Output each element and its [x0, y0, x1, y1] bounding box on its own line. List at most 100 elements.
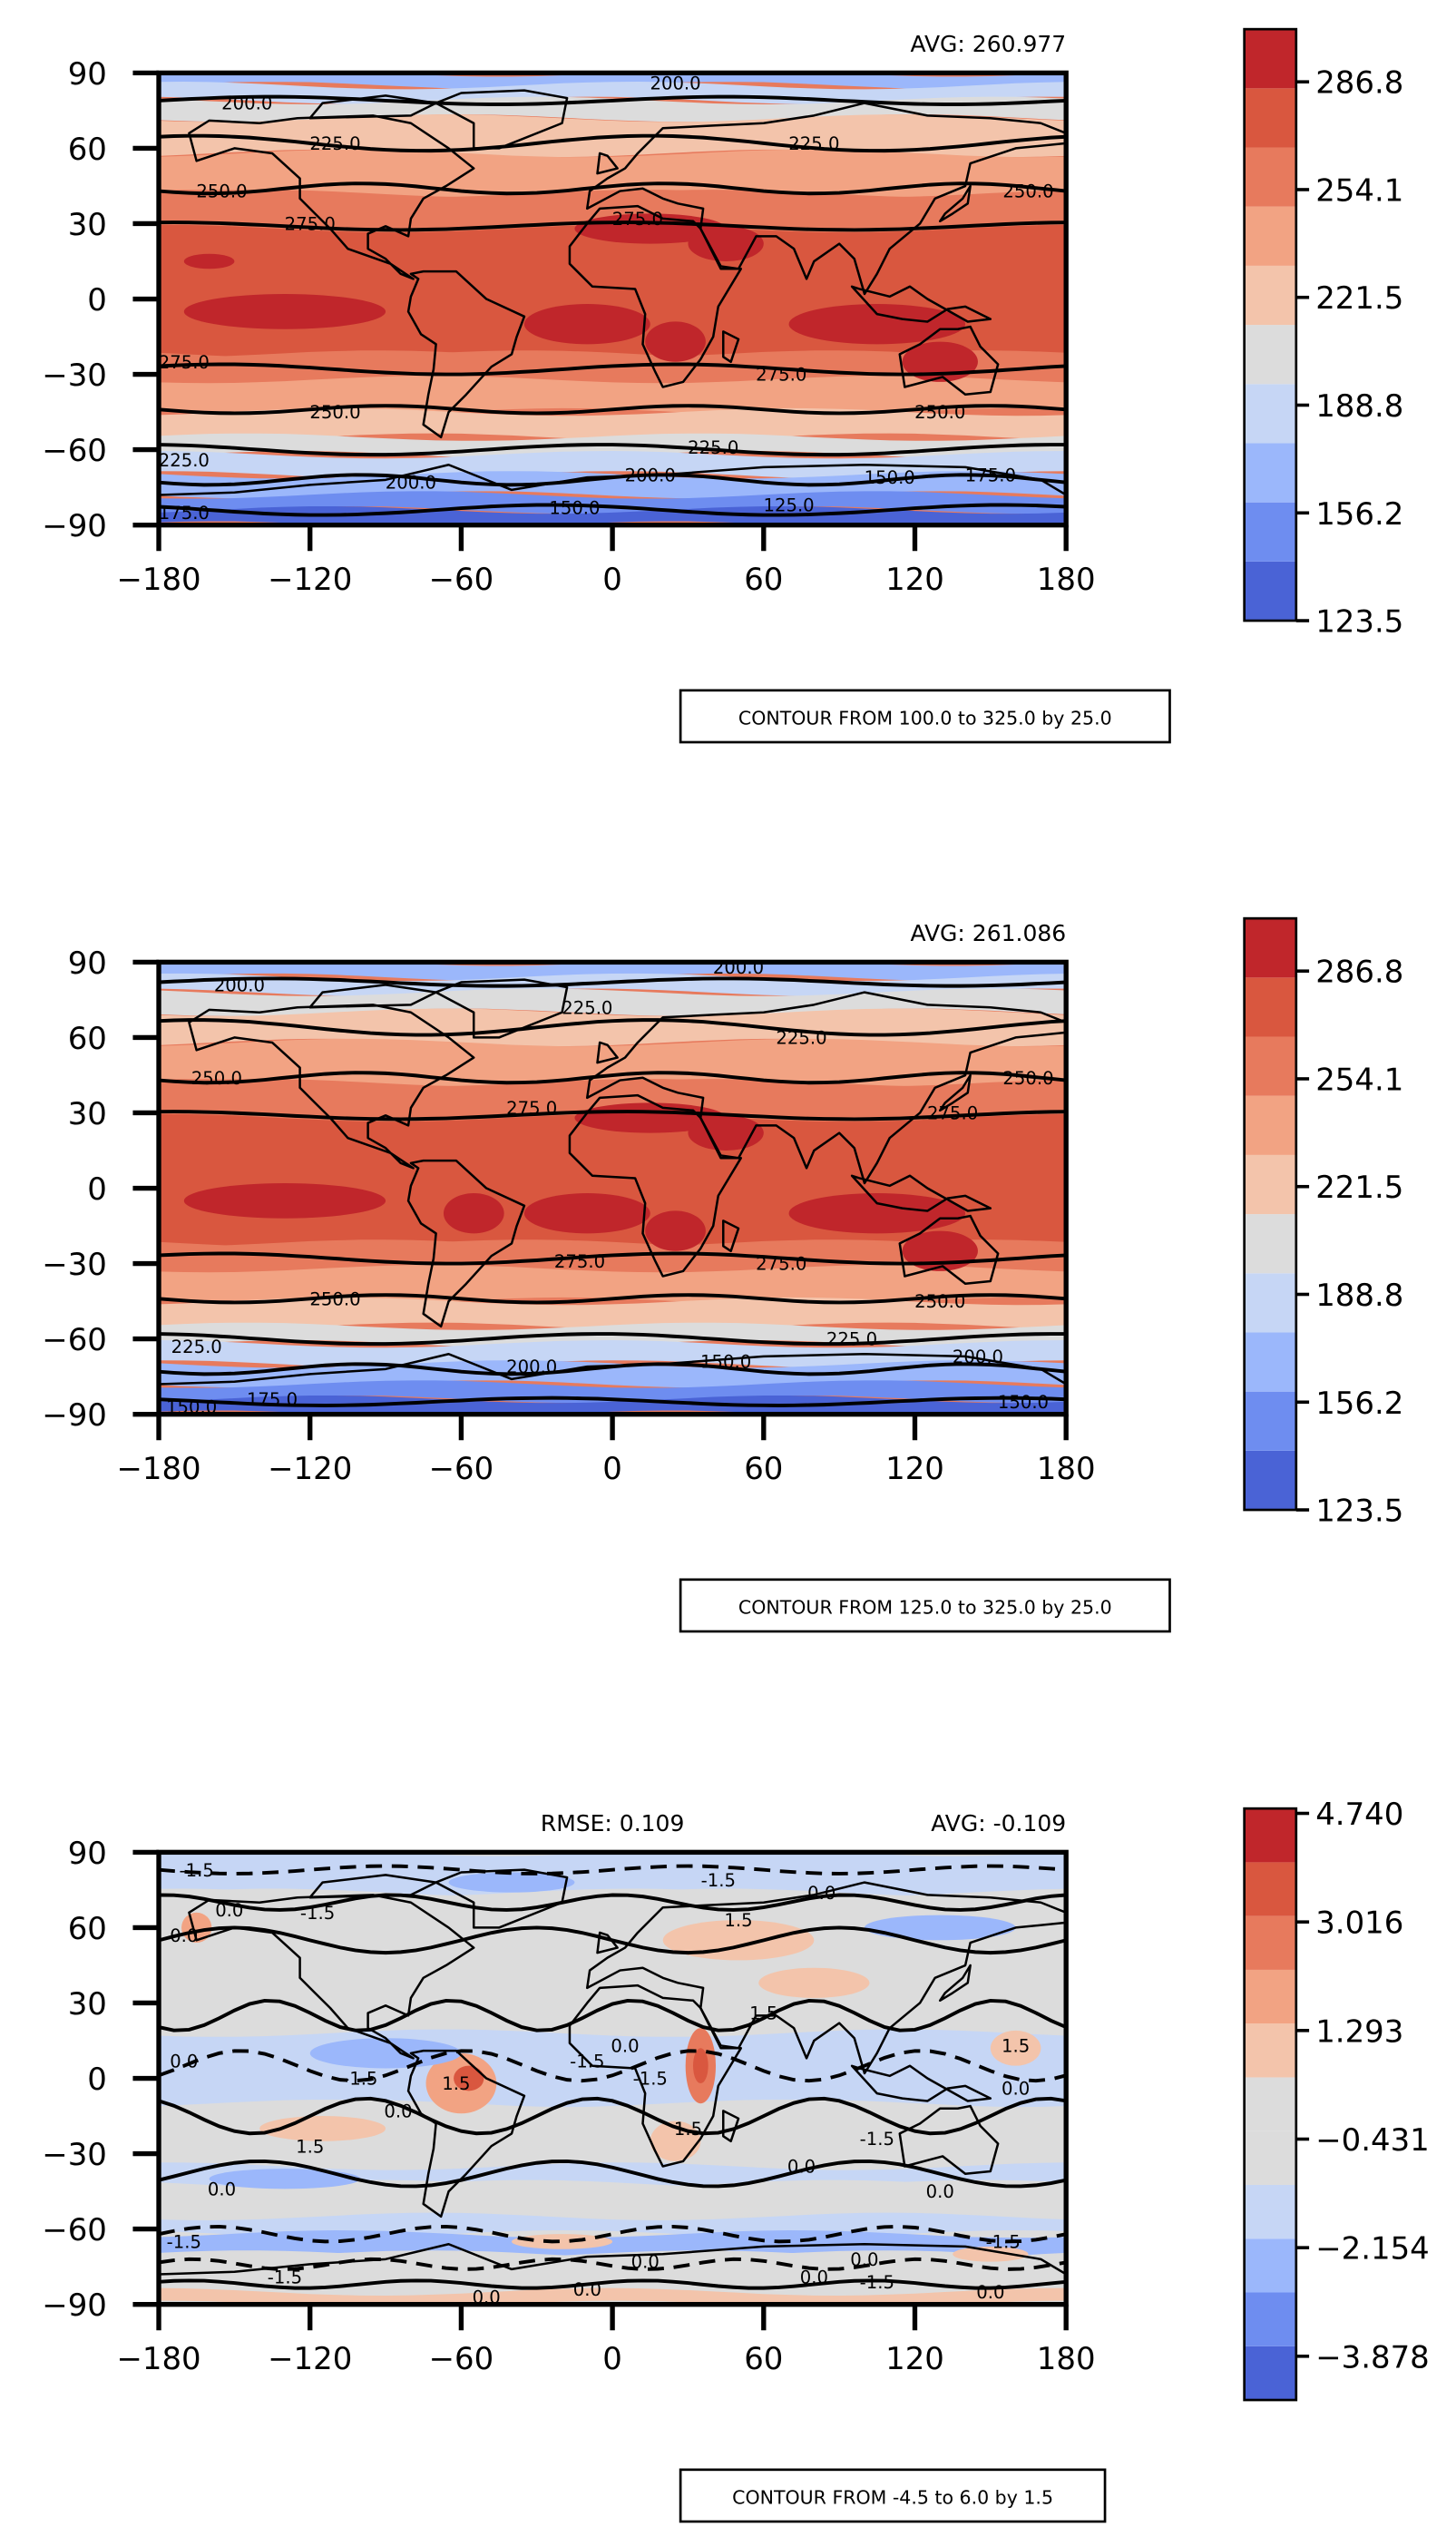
field-band: [159, 2287, 1067, 2305]
contour-line: [159, 1251, 1067, 1266]
x-tick-label: −60: [429, 1452, 494, 1487]
colorbar-swatch: [1244, 918, 1296, 978]
coastline-south-america: [406, 269, 526, 439]
x-tick-label: −180: [116, 1452, 200, 1487]
colorbar-tick-label: −0.431: [1315, 2123, 1430, 2159]
y-tick-label: −30: [42, 358, 107, 394]
contour-line: [159, 220, 1067, 232]
colorbar-swatch: [1244, 384, 1296, 444]
coastline-madagascar: [722, 2110, 740, 2143]
field-band: [159, 1380, 1067, 1404]
field-band: [159, 962, 1067, 982]
colorbar-tick-label: 3.016: [1315, 1906, 1403, 1942]
x-tick-label: 0: [602, 2342, 622, 2377]
colorbar-tick-label: 1.293: [1315, 2014, 1403, 2050]
colorbar-swatch: [1244, 2130, 1296, 2185]
contour-label: -1.5: [860, 2129, 894, 2150]
y-tick-label: −60: [42, 2213, 107, 2248]
contour-label: 275.0: [159, 352, 210, 373]
colorbar-swatch: [1244, 1969, 1296, 2024]
field-band: [159, 1340, 1067, 1368]
field-band: [159, 2162, 1067, 2188]
contour-label: 0.0: [1002, 2079, 1030, 2100]
contour-note-box: CONTOUR FROM 125.0 to 325.0 by 25.0: [679, 1578, 1171, 1633]
field-anomaly: [523, 1193, 650, 1234]
contour-label-layer: -1.5 -1.50.00.00.0-1.5 1.51.51.50.00.0-1.5…: [167, 1860, 1031, 2308]
y-tick-label: 0: [87, 1172, 107, 1208]
field-band: [159, 2179, 1067, 2220]
y-tick-label: 60: [68, 1022, 107, 1057]
contour-label: 1.5: [442, 2073, 470, 2094]
x-axis: −180 −120 −60 0 60 120 180: [116, 524, 1096, 598]
contour-label: 0.0: [787, 2157, 816, 2178]
colorbar-swatch: [1244, 2346, 1296, 2401]
coastline-uk: [596, 1931, 619, 1954]
colorbar-swatch: [1244, 1154, 1296, 1215]
contour-line: [159, 1018, 1067, 1037]
contour-line: [159, 976, 1067, 988]
colorbar-swatch: [1244, 325, 1296, 385]
contour-label: 275.0: [927, 1103, 978, 1124]
contour-label: 275.0: [756, 365, 806, 386]
x-tick-label: −180: [116, 563, 200, 598]
contour-label: 225.0: [776, 1028, 826, 1049]
colorbar: 123.5 156.2 188.8 221.5 254.1 286.8: [1243, 27, 1403, 641]
contour-note: CONTOUR FROM 125.0 to 325.0 by 25.0: [738, 1596, 1112, 1618]
contour-label: 250.0: [309, 1288, 360, 1309]
contour-lines: [159, 94, 1067, 517]
contour-note: CONTOUR FROM 100.0 to 325.0 by 25.0: [738, 707, 1112, 729]
contour-label: -1.5: [268, 2267, 302, 2287]
contour-line: [159, 1362, 1067, 1376]
colorbar-tick-label: 188.8: [1315, 389, 1403, 425]
contour-line: [159, 2096, 1067, 2136]
colorbar-swatch: [1244, 2292, 1296, 2346]
contour-label: 0.0: [926, 2181, 954, 2202]
field-band: [159, 505, 1067, 525]
colorbar: 123.5 156.2 188.8 221.5 254.1 286.8: [1243, 916, 1403, 1530]
contour-line: [159, 2224, 1067, 2244]
contour-label: 200.0: [953, 1347, 1003, 1367]
colorbar-border: [1243, 27, 1298, 622]
colorbar-swatch: [1244, 1214, 1296, 1274]
contour-line: [159, 1332, 1067, 1347]
coastline-japan: [938, 184, 972, 223]
colorbar-swatch: [1244, 2184, 1296, 2239]
x-tick-label: 180: [1037, 1452, 1096, 1487]
colorbar-swatch: [1244, 1450, 1296, 1511]
contour-label: 0.0: [800, 2267, 828, 2287]
contour-line: [159, 181, 1067, 196]
colorbar-swatch: [1244, 977, 1296, 1037]
contour-line: [159, 2278, 1067, 2290]
contour-label: -1.5: [701, 1870, 736, 1891]
colorbar-swatch: [1244, 265, 1296, 326]
y-tick-label: −30: [42, 2138, 107, 2173]
x-tick-label: 180: [1037, 563, 1096, 598]
field-anomaly: [448, 1872, 575, 1893]
field-anomaly: [183, 253, 235, 269]
contour-line: [159, 1110, 1067, 1121]
contour-label: 275.0: [612, 209, 663, 230]
field-anomaly: [693, 2048, 708, 2084]
contour-label: 1.5: [296, 2136, 324, 2157]
y-tick-label: 90: [68, 57, 107, 93]
x-tick-label: 0: [602, 563, 622, 598]
field-anomaly: [990, 2030, 1041, 2066]
colorbar-tick-label: −3.878: [1315, 2340, 1430, 2375]
y-tick-label: −90: [42, 509, 107, 544]
contour-line: [159, 1864, 1067, 1876]
x-axis: −180 −120 −60 0 60 120 180: [116, 2304, 1096, 2377]
x-tick-label: 60: [744, 2342, 783, 2377]
contour-line: [159, 362, 1067, 377]
field-layer: [159, 962, 1067, 1415]
contour-line: [159, 1293, 1067, 1305]
lat-bands: [159, 1852, 1067, 2305]
contour-line: [159, 1998, 1067, 2032]
colorbar-swatch: [1244, 147, 1296, 207]
y-axis: −90 −60 −30 0 30 60 90: [42, 1836, 160, 2324]
colorbar-tick-label: 156.2: [1315, 497, 1403, 533]
y-tick-label: −90: [42, 2288, 107, 2324]
y-tick-label: −60: [42, 1323, 107, 1358]
colorbar-swatch: [1244, 29, 1296, 89]
avg-label: AVG: 261.086: [910, 920, 1066, 946]
y-axis: −90 −60 −30 0 30 60 90: [42, 57, 160, 544]
